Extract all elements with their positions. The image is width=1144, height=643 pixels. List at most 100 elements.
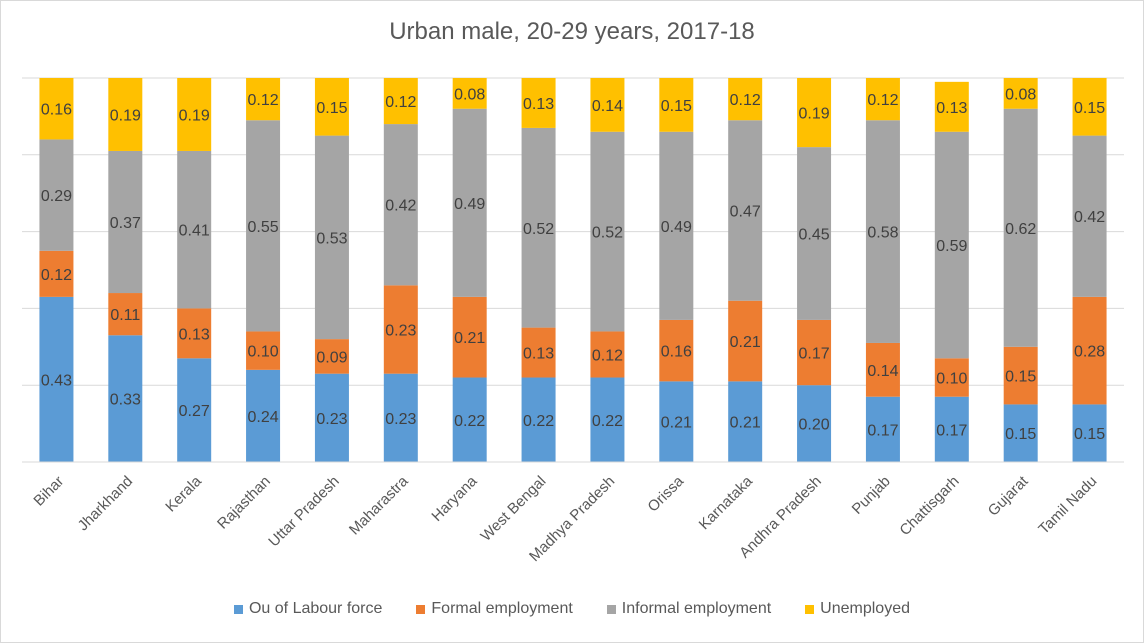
data-label: 0.23 <box>385 411 416 428</box>
category-tick-label: Haryana <box>428 472 481 525</box>
bar-segment <box>314 78 349 136</box>
legend-label: Ou of Labour force <box>248 600 383 617</box>
data-label: 0.10 <box>936 371 967 388</box>
category-tick-label: Tamil Nadu <box>1035 473 1100 538</box>
legend-swatch <box>233 604 243 614</box>
data-label: 0.19 <box>798 106 829 123</box>
bar-segment <box>39 78 74 140</box>
data-label: 0.22 <box>523 413 554 430</box>
bar-segment <box>452 296 487 378</box>
category-tick-label: Uttar Pradesh <box>265 473 342 550</box>
bar-segment <box>383 373 418 462</box>
data-label: 0.21 <box>661 415 692 432</box>
bar-segment <box>383 285 418 374</box>
data-label: 0.15 <box>1074 426 1105 443</box>
data-label: 0.08 <box>454 86 485 103</box>
category-tick-label: Jharkhand <box>75 473 137 535</box>
bar-segment <box>1072 296 1107 405</box>
bar-segment <box>728 381 763 462</box>
chart-plot: 0.43 0.12 0.29 0.16 Bihar 0.33 0.11 0.37 0.19 Jha… <box>22 77 1124 565</box>
bar-segment <box>590 331 625 378</box>
bar-segment <box>521 377 556 462</box>
data-label: 0.23 <box>385 323 416 340</box>
bar-segment <box>797 147 832 320</box>
data-label: 0.09 <box>316 349 347 366</box>
category-tick-label: Kerala <box>162 472 205 515</box>
data-label: 0.15 <box>1005 426 1036 443</box>
data-label: 0.24 <box>247 409 278 426</box>
bar-segment <box>314 373 349 462</box>
data-label: 0.49 <box>454 196 485 213</box>
legend-item: Formal employment <box>416 600 573 618</box>
data-label: 0.55 <box>247 219 278 236</box>
bar-segment <box>521 78 556 128</box>
data-label: 0.08 <box>1005 86 1036 103</box>
category-tick-label: Karnataka <box>696 472 757 533</box>
data-label: 0.15 <box>661 98 692 115</box>
bar-segment <box>452 78 487 109</box>
bar-segment <box>177 358 212 462</box>
bar-segment <box>934 131 969 359</box>
bar-segment <box>590 78 625 132</box>
legend-label: Unemployed <box>820 600 910 617</box>
legend-item: Unemployed <box>805 600 910 618</box>
bar-segment <box>797 385 832 462</box>
data-label: 0.12 <box>867 92 898 109</box>
bar-segment <box>590 377 625 462</box>
data-label: 0.12 <box>385 94 416 111</box>
data-label: 0.11 <box>110 307 140 324</box>
data-label: 0.17 <box>936 422 967 439</box>
bar-segment <box>108 335 143 462</box>
bar-segment <box>659 319 694 382</box>
bar-segment <box>659 131 694 320</box>
bar-segment <box>1072 135 1107 297</box>
category-tick-label: Maharastra <box>346 472 412 538</box>
bar-segment <box>177 78 212 151</box>
bar-segment <box>108 150 143 294</box>
bar-segment <box>246 331 281 370</box>
legend-label: Informal employment <box>621 600 772 617</box>
category-tick-label: Punjab <box>849 473 894 518</box>
data-label: 0.41 <box>179 223 210 240</box>
bar-segment <box>108 78 143 151</box>
bar-segment <box>521 127 556 328</box>
bar-segment <box>934 81 969 132</box>
data-label: 0.47 <box>730 203 761 220</box>
bar-segment <box>865 78 900 121</box>
data-label: 0.29 <box>41 188 72 205</box>
data-label: 0.13 <box>523 346 554 363</box>
data-label: 0.16 <box>661 344 692 361</box>
bar-segment <box>1072 404 1107 462</box>
category-tick-label: Chattisgarh <box>896 473 962 539</box>
bar-segment <box>246 78 281 121</box>
bar-segment <box>797 319 832 386</box>
bar-segment <box>1003 108 1038 347</box>
category-tick-label: West Bengal <box>477 473 549 545</box>
bar-segment <box>177 150 212 309</box>
bar-segment <box>1003 346 1038 405</box>
data-label: 0.20 <box>798 417 829 434</box>
data-label: 0.58 <box>867 225 898 242</box>
data-label: 0.33 <box>110 392 141 409</box>
data-label: 0.52 <box>592 225 623 242</box>
bar-segment <box>39 250 74 297</box>
data-label: 0.15 <box>316 100 347 117</box>
bar-segment <box>659 381 694 462</box>
data-label: 0.27 <box>179 403 210 420</box>
data-label: 0.10 <box>247 344 278 361</box>
data-label: 0.21 <box>730 415 761 432</box>
bar-segment <box>108 293 143 336</box>
bar-segment <box>1003 78 1038 109</box>
data-label: 0.49 <box>661 219 692 236</box>
bar-segment <box>383 78 418 125</box>
data-label: 0.53 <box>316 230 347 247</box>
category-tick-label: Orissa <box>644 472 687 515</box>
data-label: 0.22 <box>592 413 623 430</box>
data-label: 0.59 <box>936 238 967 255</box>
bar-segment <box>1003 404 1038 462</box>
data-label: 0.22 <box>454 413 485 430</box>
data-label: 0.15 <box>1074 100 1105 117</box>
legend-swatch <box>606 604 616 614</box>
data-label: 0.14 <box>867 363 898 380</box>
data-label: 0.15 <box>1005 369 1036 386</box>
